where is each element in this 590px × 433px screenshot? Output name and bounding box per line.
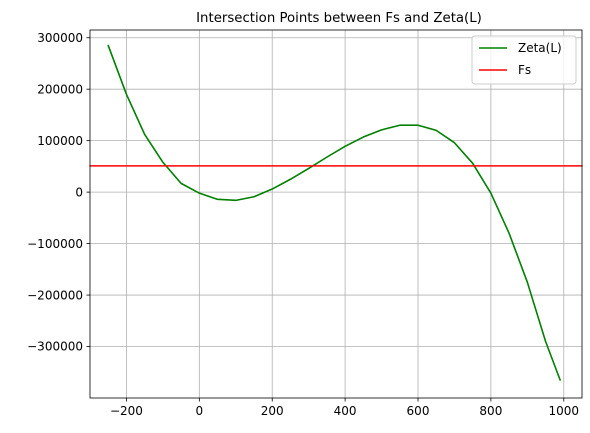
x-tick-label: −200: [110, 404, 143, 418]
series-layer: [89, 44, 583, 381]
chart-title: Intersection Points between Fs and Zeta(…: [196, 11, 482, 26]
series-line-zeta: [107, 44, 561, 381]
legend-label-fs: Fs: [518, 63, 531, 77]
y-tick-label: 300000: [37, 31, 83, 45]
x-axis-ticks: −200 0 200 400 600 800 1000: [110, 398, 579, 418]
x-tick-label: 1000: [549, 404, 580, 418]
x-tick-label: 800: [479, 404, 502, 418]
y-tick-label: −100000: [27, 237, 83, 251]
y-tick-label: 100000: [37, 134, 83, 148]
y-axis-ticks: 300000 200000 100000 0 −100000 −200000 −300000: [27, 31, 90, 354]
y-tick-label: −200000: [27, 288, 83, 302]
x-tick-label: 0: [196, 404, 204, 418]
axes-frame: [89, 29, 583, 399]
x-tick-label: 600: [407, 404, 430, 418]
x-tick-label: 200: [261, 404, 284, 418]
legend-label-zeta: Zeta(L): [518, 41, 562, 55]
grid: [90, 30, 582, 398]
y-tick-label: 0: [75, 185, 83, 199]
legend: Zeta(L) Fs: [471, 35, 577, 85]
y-tick-label: −300000: [27, 340, 83, 354]
y-tick-label: 200000: [37, 82, 83, 96]
x-tick-label: 400: [334, 404, 357, 418]
